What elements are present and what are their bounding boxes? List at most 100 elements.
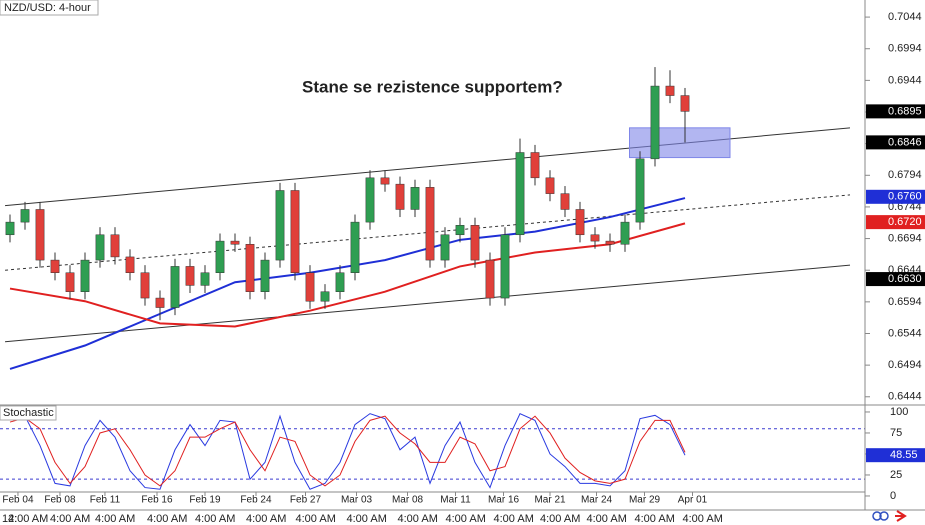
y-tick-label: 0.6444 bbox=[888, 391, 922, 403]
candle-body bbox=[290, 190, 300, 273]
value-badge bbox=[866, 448, 925, 463]
candle-body bbox=[245, 244, 255, 292]
candle-body bbox=[110, 234, 120, 258]
y-tick-label: 0.6494 bbox=[888, 359, 922, 371]
x-tick-label: Mar 21 bbox=[534, 495, 566, 506]
x-tick-label: Feb 16 bbox=[141, 495, 173, 506]
y-tick-label: 75 bbox=[890, 427, 902, 439]
y-tick-label: 0 bbox=[890, 490, 896, 502]
candle-body bbox=[50, 259, 60, 273]
time-label: 4:00 AM bbox=[683, 513, 723, 525]
candle-body bbox=[80, 259, 90, 292]
time-label: 4:00 AM bbox=[587, 513, 627, 525]
x-tick-label: Mar 08 bbox=[392, 495, 424, 506]
candle-body bbox=[305, 272, 315, 302]
candle-body bbox=[275, 190, 285, 261]
price-badge-label: 0.6720 bbox=[888, 216, 922, 228]
value-badge-label: 48.55 bbox=[890, 449, 918, 461]
candle-body bbox=[155, 297, 165, 308]
y-tick-label: 25 bbox=[890, 469, 902, 481]
annotation: Stane se rezistence supportem? bbox=[302, 77, 563, 96]
x-tick-label: Feb 24 bbox=[240, 495, 272, 506]
candle-body bbox=[635, 158, 645, 223]
candle-body bbox=[470, 225, 480, 261]
link-icon[interactable] bbox=[872, 511, 882, 521]
candle-body bbox=[95, 234, 105, 261]
x-tick-label: Feb 11 bbox=[90, 495, 121, 506]
x-tick-label: Feb 04 bbox=[2, 495, 34, 506]
time-label: 4:00 AM bbox=[540, 513, 580, 525]
candle-body bbox=[590, 234, 600, 242]
time-label: 4:00 AM bbox=[446, 513, 486, 525]
time-label: 4:00 AM bbox=[95, 513, 135, 525]
candle-body bbox=[620, 221, 630, 245]
zone bbox=[629, 127, 731, 159]
candle-body bbox=[485, 259, 495, 299]
y-tick-label: 0.6544 bbox=[888, 327, 922, 339]
y-tick-label: 0.6944 bbox=[888, 74, 922, 86]
candle-body bbox=[35, 209, 45, 261]
candle-body bbox=[65, 272, 75, 292]
candle-body bbox=[260, 259, 270, 292]
chart-title: NZD/USD: 4-hour bbox=[4, 2, 91, 14]
candle-body bbox=[230, 240, 240, 245]
time-label: 4:00 AM bbox=[8, 513, 48, 525]
price-badge bbox=[866, 104, 925, 119]
moving-average bbox=[9, 197, 686, 370]
time-label: 4:00 AM bbox=[296, 513, 336, 525]
time-label: 4:00 AM bbox=[195, 513, 235, 525]
y-tick-label: 0.6744 bbox=[888, 201, 922, 213]
price-badge-label: 0.6846 bbox=[888, 136, 922, 148]
x-tick-label: Feb 19 bbox=[189, 495, 221, 506]
candle-body bbox=[20, 209, 30, 223]
time-label: 4:00 AM bbox=[147, 513, 187, 525]
stochastic-line bbox=[9, 412, 686, 490]
candle-body bbox=[680, 95, 690, 112]
candle-body bbox=[185, 266, 195, 286]
x-tick-label: Mar 16 bbox=[488, 495, 520, 506]
candle-body bbox=[530, 152, 540, 179]
candle-body bbox=[380, 177, 390, 185]
candle-body bbox=[575, 209, 585, 236]
time-label: 4:00 AM bbox=[246, 513, 286, 525]
candle-body bbox=[365, 177, 375, 223]
candle-body bbox=[665, 85, 675, 96]
price-badge bbox=[866, 215, 925, 230]
candle-body bbox=[650, 85, 660, 160]
y-tick-label: 0.6994 bbox=[888, 43, 922, 55]
time-label: 4:00 AM bbox=[347, 513, 387, 525]
plot-layer bbox=[0, 67, 865, 490]
candle-body bbox=[5, 221, 15, 236]
time-label: 12: bbox=[2, 513, 17, 525]
stochastic-line bbox=[9, 415, 686, 487]
price-badge bbox=[866, 189, 925, 204]
x-tick-label: Apr 01 bbox=[678, 495, 708, 506]
candle-body bbox=[395, 183, 405, 210]
time-label: 4:00 AM bbox=[50, 513, 90, 525]
y-tick-label: 0.6794 bbox=[888, 169, 922, 181]
y-tick-label: 100 bbox=[890, 406, 908, 418]
candle-body bbox=[125, 256, 135, 273]
candle-body bbox=[605, 240, 615, 245]
candle-body bbox=[200, 272, 210, 286]
candle-body bbox=[500, 234, 510, 299]
y-tick-label: 0.6594 bbox=[888, 296, 922, 308]
candle-body bbox=[215, 240, 225, 273]
link-icon[interactable] bbox=[879, 511, 889, 521]
x-tick-label: Mar 11 bbox=[440, 495, 471, 506]
candle-body bbox=[440, 234, 450, 261]
time-label: 4:00 AM bbox=[494, 513, 534, 525]
candle-body bbox=[170, 266, 180, 308]
toolbar-icons[interactable] bbox=[872, 510, 907, 522]
x-tick-label: Feb 08 bbox=[44, 495, 76, 506]
x-tick-label: Mar 03 bbox=[341, 495, 373, 506]
candle-body bbox=[545, 177, 555, 194]
candle-body bbox=[320, 291, 330, 302]
jump-icon[interactable] bbox=[895, 510, 907, 522]
candle-body bbox=[455, 225, 465, 236]
x-tick-label: Feb 27 bbox=[290, 495, 322, 506]
title-box bbox=[0, 0, 99, 16]
candle-body bbox=[515, 152, 525, 236]
